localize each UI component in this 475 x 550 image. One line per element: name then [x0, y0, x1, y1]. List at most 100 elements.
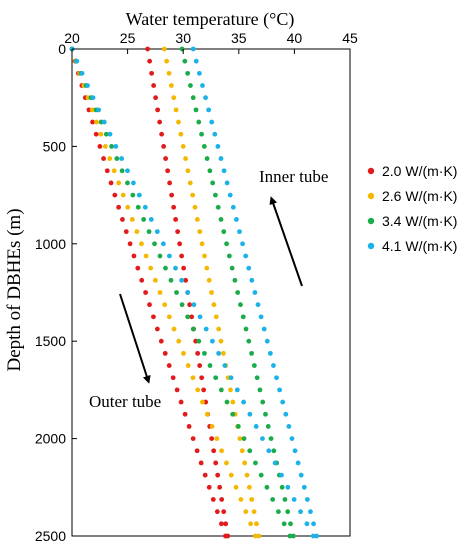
data-point-outer-tube — [151, 314, 156, 320]
data-point-inner-tube — [282, 497, 288, 502]
data-point-outer-tube — [86, 107, 92, 113]
data-point-inner-tube — [274, 375, 279, 381]
data-point-inner-tube — [216, 326, 222, 332]
data-point-outer-tube — [171, 326, 177, 332]
data-point-outer-tube — [135, 265, 141, 271]
data-point-outer-tube — [158, 338, 164, 344]
data-point-inner-tube — [166, 70, 172, 76]
data-point-inner-tube — [289, 436, 295, 441]
data-point-outer-tube — [258, 472, 264, 478]
data-point-inner-tube — [159, 131, 165, 137]
data-point-outer-tube — [104, 168, 110, 174]
data-point-inner-tube — [255, 302, 261, 308]
data-point-outer-tube — [146, 229, 152, 235]
data-point-inner-tube — [217, 484, 223, 490]
data-point-inner-tube — [279, 484, 285, 490]
data-point-outer-tube — [210, 497, 216, 502]
data-point-outer-tube — [196, 338, 202, 344]
data-point-outer-tube — [141, 217, 147, 222]
data-point-inner-tube — [223, 521, 229, 527]
data-point-outer-tube — [160, 241, 166, 247]
data-point-inner-tube — [199, 241, 205, 247]
x-tick-label: 40 — [287, 30, 303, 46]
data-point-outer-tube — [101, 119, 107, 125]
data-point-inner-tube — [149, 70, 155, 76]
data-point-outer-tube — [248, 521, 254, 527]
data-point-outer-tube — [176, 338, 182, 344]
data-point-outer-tube — [135, 204, 141, 210]
data-point-outer-tube — [253, 533, 258, 539]
data-point-inner-tube — [234, 217, 239, 222]
legend-marker — [367, 242, 375, 250]
legend-marker — [367, 192, 375, 200]
data-point-inner-tube — [221, 229, 227, 235]
data-point-inner-tube — [277, 387, 283, 393]
data-point-outer-tube — [287, 533, 293, 539]
data-point-inner-tube — [196, 119, 202, 125]
data-point-inner-tube — [187, 302, 193, 308]
legend-label: 4.1 W/(m·K) — [382, 238, 457, 254]
data-point-inner-tube — [189, 314, 195, 320]
data-point-outer-tube — [142, 204, 148, 210]
arrow-inner-tube — [269, 196, 303, 287]
data-point-outer-tube — [163, 265, 168, 271]
data-point-outer-tube — [129, 217, 135, 222]
x-tick-label: 25 — [120, 30, 136, 46]
data-point-outer-tube — [206, 484, 212, 490]
data-point-outer-tube — [147, 302, 152, 308]
data-point-inner-tube — [210, 180, 216, 186]
data-point-inner-tube — [179, 46, 185, 52]
data-point-inner-tube — [209, 290, 214, 295]
data-point-inner-tube — [290, 533, 296, 539]
data-point-inner-tube — [225, 533, 231, 539]
data-point-inner-tube — [246, 265, 252, 271]
plot-border — [71, 48, 351, 537]
data-point-outer-tube — [143, 290, 149, 295]
data-point-outer-tube — [203, 326, 209, 332]
data-point-inner-tube — [211, 302, 217, 308]
data-point-outer-tube — [113, 144, 119, 149]
data-point-inner-tube — [199, 375, 205, 381]
data-point-inner-tube — [229, 265, 235, 271]
data-point-inner-tube — [163, 156, 169, 161]
data-point-inner-tube — [199, 131, 204, 137]
data-point-outer-tube — [166, 314, 172, 320]
data-point-inner-tube — [161, 46, 167, 52]
data-point-outer-tube — [139, 241, 144, 247]
data-point-inner-tube — [243, 326, 249, 332]
data-point-outer-tube — [185, 363, 191, 368]
data-point-outer-tube — [89, 107, 95, 113]
legend-label: 3.4 W/(m·K) — [382, 213, 457, 229]
data-point-outer-tube — [198, 460, 204, 466]
data-point-inner-tube — [197, 363, 203, 368]
data-point-inner-tube — [209, 119, 215, 125]
x-axis-ticks: 20 25 30 35 40 45 — [64, 30, 358, 54]
data-point-inner-tube — [249, 277, 255, 283]
data-point-outer-tube — [194, 448, 200, 454]
data-point-inner-tube — [168, 83, 174, 88]
data-point-inner-tube — [207, 168, 213, 174]
data-point-inner-tube — [280, 399, 286, 405]
data-point-inner-tube — [288, 521, 293, 527]
legend: 2.0 W/(m·K) 2.6 W/(m·K) 3.4 W/(m·K) 4.1 W/(… — [367, 163, 457, 254]
data-point-outer-tube — [112, 192, 118, 198]
data-point-outer-tube — [157, 290, 163, 295]
data-point-inner-tube — [206, 277, 212, 283]
data-point-inner-tube — [256, 533, 262, 539]
data-point-inner-tube — [252, 290, 258, 295]
data-point-outer-tube — [266, 448, 272, 454]
data-point-inner-tube — [298, 472, 304, 478]
data-point-outer-tube — [276, 509, 281, 515]
data-point-outer-tube — [238, 497, 244, 502]
data-point-outer-tube — [304, 521, 310, 527]
data-point-inner-tube — [220, 350, 226, 356]
data-point-outer-tube — [216, 350, 222, 356]
data-point-outer-tube — [260, 436, 265, 441]
data-point-inner-tube — [271, 363, 276, 368]
data-point-inner-tube — [215, 144, 221, 149]
data-point-inner-tube — [239, 448, 245, 454]
data-point-inner-tube — [261, 326, 267, 332]
data-point-outer-tube — [279, 472, 284, 478]
data-point-outer-tube — [131, 253, 137, 259]
data-point-outer-tube — [102, 144, 108, 149]
